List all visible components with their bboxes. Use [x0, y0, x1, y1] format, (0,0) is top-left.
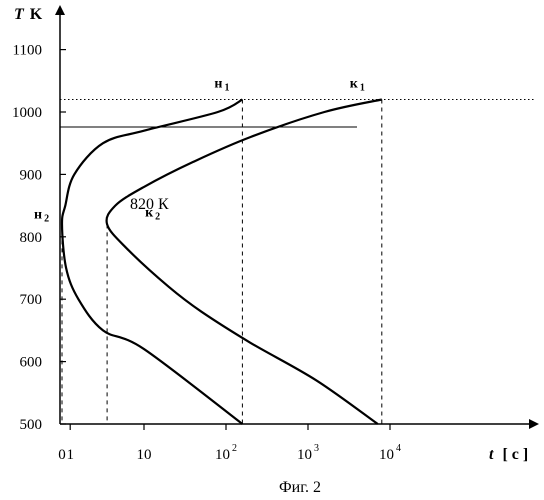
x-axis-title: t[ c ] — [489, 446, 528, 463]
series-curve-1 — [62, 100, 242, 425]
y-axis-title: TK — [14, 6, 43, 23]
y-tick-label: 500 — [20, 417, 43, 433]
y-tick-label: 700 — [20, 292, 43, 308]
y-tick-label: 900 — [20, 167, 43, 183]
x-tick-label: 0 — [58, 447, 66, 463]
ticks: 500 600 700 800 900 1000 1100 01 10 102 103 104 — [12, 43, 401, 463]
x-tick-label: 103 — [297, 443, 319, 463]
y-tick-label: 1000 — [12, 105, 42, 121]
x-tick-label: 1 — [66, 447, 74, 463]
x-tick-label: 10 — [137, 447, 152, 463]
point-labels: н1к1н2к2 — [34, 77, 365, 225]
y-tick-label: 600 — [20, 355, 43, 371]
x-tick-label: 102 — [215, 443, 237, 463]
curves — [62, 100, 382, 425]
point-label-к1: к1 — [350, 77, 365, 94]
series-curve-2 — [107, 100, 382, 425]
point-label-н1: н1 — [214, 77, 229, 94]
x-tick-label: 104 — [379, 443, 401, 463]
figure-caption: Фиг. 2 — [279, 479, 321, 496]
y-tick-label: 800 — [20, 230, 43, 246]
point-label-н2: н2 — [34, 207, 49, 224]
reference-lines — [60, 100, 534, 127]
y-tick-label: 1100 — [13, 43, 42, 59]
